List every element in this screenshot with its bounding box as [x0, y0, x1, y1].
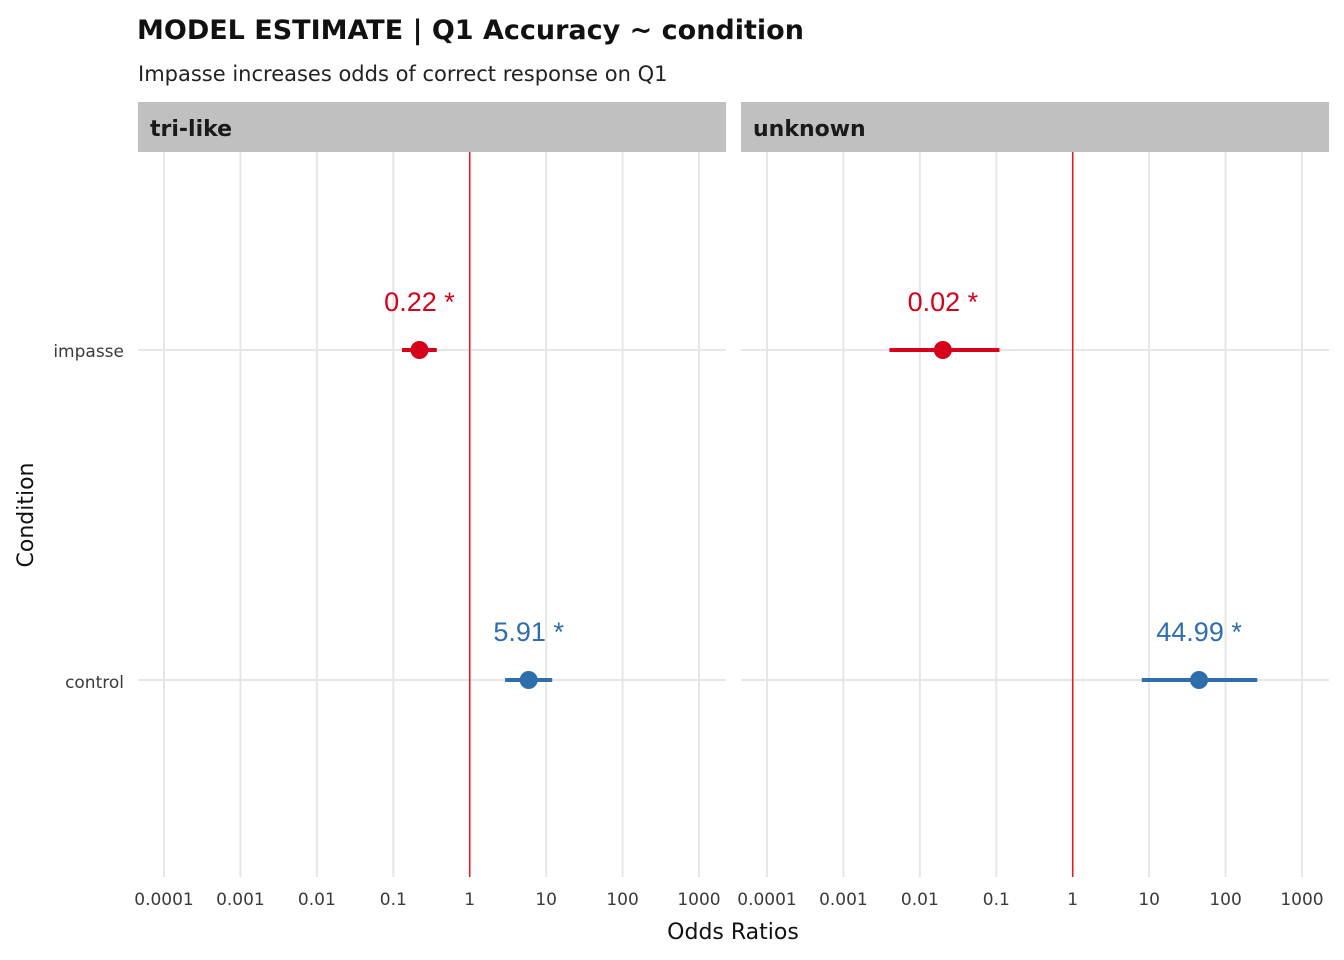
facet-panel-unknown: unknown 0.0001 0.001 0.01 0.1 1 10 100 1000 0.02 … [737, 102, 1329, 910]
facet-strip [741, 102, 1329, 152]
facet-panels: tri-like 0.0001 0.001 0.01 0.1 1 10 100 1000 0.22… [134, 102, 1329, 910]
x-tick-label: 100 [1209, 890, 1241, 910]
x-tick-label: 10 [1138, 890, 1160, 910]
x-tick-label: 1 [464, 890, 475, 910]
facet-strip [138, 102, 726, 152]
x-tick-label: 0.01 [298, 890, 336, 910]
x-tick-label: 1000 [677, 890, 720, 910]
facet-panel-tri-like: tri-like 0.0001 0.001 0.01 0.1 1 10 100 1000 0.22… [134, 102, 726, 910]
estimate-label-impasse: 0.02 * [908, 287, 979, 317]
chart-subtitle: Impasse increases odds of correct respon… [138, 62, 667, 86]
estimate-point-impasse [410, 341, 429, 359]
estimate-label-control: 44.99 * [1156, 617, 1242, 647]
y-tick-impasse: impasse [53, 342, 124, 362]
x-tick-label: 0.001 [216, 890, 265, 910]
facet-strip-label: unknown [753, 117, 866, 142]
estimate-label-control: 5.91 * [493, 617, 564, 647]
y-axis-title: Condition [14, 463, 39, 568]
x-tick-label: 0.1 [983, 890, 1010, 910]
x-axis-title: Odds Ratios [667, 920, 799, 945]
estimate-point-control [519, 671, 538, 689]
y-tick-control: control [65, 673, 124, 693]
estimate-point-impasse [933, 341, 952, 359]
chart-title: MODEL ESTIMATE | Q1 Accuracy ~ condition [137, 15, 804, 46]
x-tick-label: 1 [1067, 890, 1078, 910]
facet-strip-label: tri-like [150, 117, 232, 142]
x-tick-label: 0.1 [380, 890, 407, 910]
x-tick-label: 10 [535, 890, 557, 910]
x-tick-label: 0.0001 [134, 890, 193, 910]
x-tick-label: 0.001 [819, 890, 868, 910]
x-tick-label: 100 [606, 890, 638, 910]
estimate-point-control [1190, 671, 1209, 689]
estimate-label-impasse: 0.22 * [384, 287, 455, 317]
x-tick-label: 1000 [1280, 890, 1323, 910]
x-tick-label: 0.0001 [737, 890, 796, 910]
x-tick-label: 0.01 [901, 890, 939, 910]
